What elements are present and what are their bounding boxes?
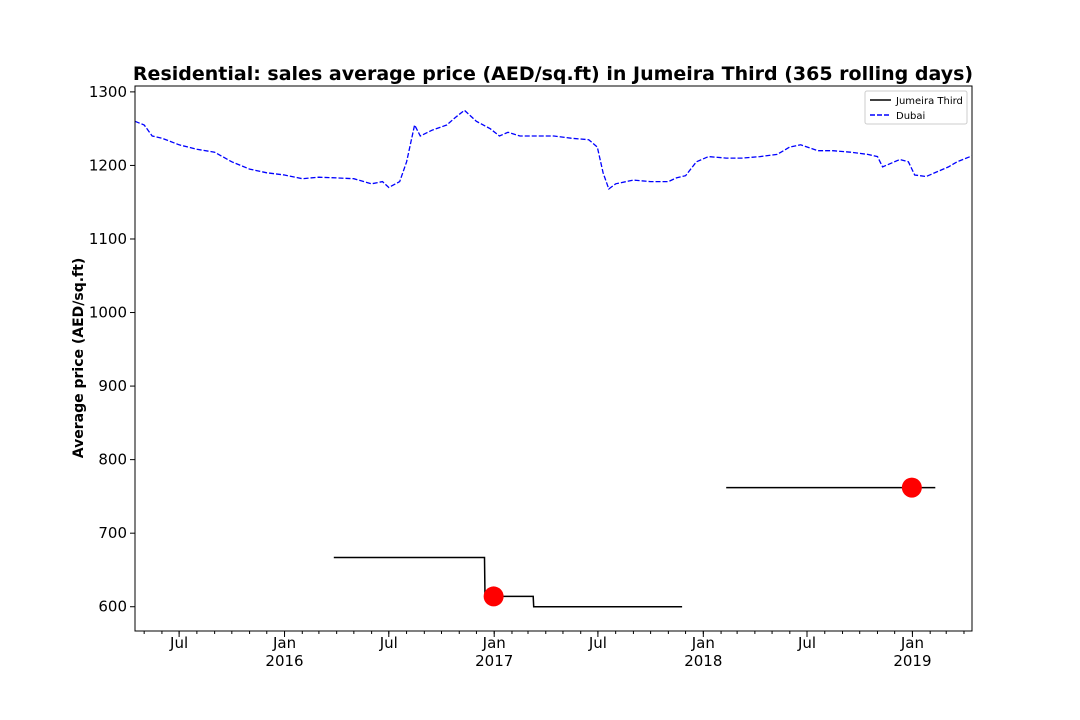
x-tick-label-0: Jul	[169, 634, 188, 652]
legend: Jumeira Third Dubai	[864, 90, 968, 125]
y-tick-label-0: 600	[98, 598, 127, 616]
x-tick-year-label-7: 2019	[893, 652, 931, 670]
series-line-1-segment-0	[134, 109, 973, 191]
chart-title: Residential: sales average price (AED/sq…	[133, 63, 973, 85]
x-tick-label-3: Jan	[482, 634, 506, 652]
x-tick-year-label-1: 2016	[265, 652, 303, 670]
y-tick-label-7: 1300	[89, 83, 127, 101]
y-tick-label-1: 700	[98, 524, 127, 542]
y-tick-label-6: 1200	[89, 156, 127, 174]
y-axis: 600 700 800 900 1000 1100 1200 1300	[89, 83, 135, 616]
x-tick-label-1: Jan	[272, 634, 296, 652]
x-tick-year-label-3: 2017	[475, 652, 513, 670]
legend-label-0: Jumeira Third	[895, 96, 963, 107]
x-tick-label-2: Jul	[379, 634, 398, 652]
series-line-0-segment-0	[333, 556, 683, 608]
x-tick-label-4: Jul	[588, 634, 607, 652]
plot-frame	[134, 85, 973, 632]
x-tick-label-5: Jan	[691, 634, 715, 652]
plot-area	[134, 109, 973, 608]
y-tick-label-2: 800	[98, 451, 127, 469]
legend-label-1: Dubai	[896, 111, 925, 122]
x-tick-year-label-5: 2018	[684, 652, 722, 670]
x-tick-label-7: Jan	[900, 634, 924, 652]
y-tick-label-4: 1000	[89, 304, 127, 322]
marker-point-1	[901, 477, 922, 498]
marker-point-0	[483, 586, 504, 607]
y-tick-label-3: 900	[98, 377, 127, 395]
y-tick-label-5: 1100	[89, 230, 127, 248]
x-tick-label-6: Jul	[797, 634, 816, 652]
y-axis-label: Average price (AED/sq.ft)	[71, 258, 87, 458]
